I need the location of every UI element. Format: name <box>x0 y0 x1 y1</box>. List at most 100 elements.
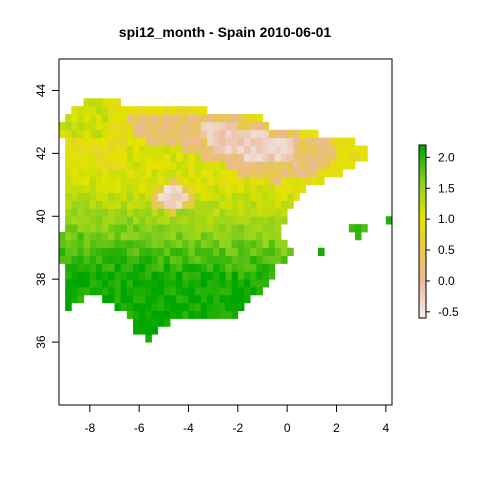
raster-cell <box>176 106 183 115</box>
raster-cell <box>139 279 146 288</box>
raster-cell <box>207 169 214 178</box>
raster-cell <box>293 169 300 178</box>
raster-cell <box>126 232 134 241</box>
raster-cell <box>237 184 245 194</box>
color-legend: -0.5 0.0 0.5 1.0 1.5 2.0 <box>418 144 459 319</box>
raster-cell <box>108 216 115 225</box>
raster-cell <box>194 137 202 146</box>
raster-cell <box>188 208 196 217</box>
raster-cell <box>96 184 103 194</box>
raster-cell <box>281 169 288 178</box>
legend-color-segment <box>419 312 426 316</box>
raster-cell <box>139 121 146 131</box>
raster-cell <box>256 169 263 178</box>
raster-cell <box>151 326 159 335</box>
raster-cell <box>102 224 109 233</box>
raster-cell <box>126 106 134 115</box>
raster-cell <box>102 145 109 154</box>
raster-cell <box>188 302 196 312</box>
raster-cell <box>65 302 72 312</box>
raster-cell <box>108 200 115 209</box>
raster-cell <box>102 255 109 264</box>
raster-cell <box>96 224 103 233</box>
raster-cell <box>126 153 134 162</box>
raster-cell <box>342 145 350 154</box>
raster-cell <box>237 153 245 162</box>
raster-cell <box>250 129 257 139</box>
raster-cell <box>139 326 146 335</box>
raster-cell <box>108 98 115 107</box>
raster-cell <box>348 153 356 162</box>
raster-cell <box>182 184 189 194</box>
raster-cell <box>170 161 177 170</box>
raster-cell <box>262 279 270 288</box>
raster-cell <box>231 279 239 288</box>
raster-cell <box>348 137 356 146</box>
raster-cell <box>139 294 146 304</box>
raster-cell <box>108 114 115 123</box>
raster-cell <box>108 169 115 178</box>
raster-cell <box>268 263 276 272</box>
raster-cell <box>163 271 171 280</box>
raster-cell <box>336 153 344 162</box>
raster-cell <box>188 279 196 288</box>
raster-cell <box>108 232 115 241</box>
raster-cell <box>108 224 115 233</box>
legend-color-segment <box>419 260 426 264</box>
raster-cell <box>244 263 251 272</box>
raster-cell <box>244 216 251 225</box>
raster-cell <box>237 216 245 225</box>
raster-cell <box>250 192 257 201</box>
raster-cell <box>157 247 165 256</box>
raster-cell <box>207 216 214 225</box>
raster-cell <box>200 106 208 115</box>
raster-cell <box>145 287 152 296</box>
raster-cell <box>139 129 146 139</box>
raster-cell <box>219 137 226 146</box>
legend-tick-label: 0.0 <box>438 274 455 288</box>
raster-cell <box>126 279 134 288</box>
raster-cell <box>71 216 78 225</box>
raster-cell <box>163 318 171 327</box>
raster-cell <box>170 200 177 209</box>
raster-cell <box>108 176 115 186</box>
raster-cell <box>83 137 91 146</box>
raster-cell <box>114 216 122 225</box>
raster-cell <box>281 208 288 217</box>
y-tick-label: 40 <box>34 209 48 223</box>
raster-cell <box>133 279 140 288</box>
raster-cell <box>250 176 257 186</box>
raster-cell <box>71 224 78 233</box>
raster-cell <box>157 294 165 304</box>
raster-cell <box>139 247 146 256</box>
raster-cell <box>126 216 134 225</box>
raster-cell <box>268 145 276 154</box>
raster-cell <box>299 145 307 154</box>
raster-cell <box>194 208 202 217</box>
raster-cell <box>126 137 134 146</box>
raster-cell <box>194 239 202 249</box>
raster-cell <box>256 224 263 233</box>
raster-cell <box>114 302 122 312</box>
raster-cell <box>274 192 282 201</box>
raster-cell <box>139 200 146 209</box>
raster-cell <box>194 106 202 115</box>
raster-cell <box>225 161 233 170</box>
raster-cell <box>176 153 183 162</box>
x-tick-label: 0 <box>284 421 291 435</box>
raster-cell <box>237 161 245 170</box>
raster-cell <box>120 153 128 162</box>
raster-cell <box>114 200 122 209</box>
raster-cell <box>250 255 257 264</box>
raster-cell <box>305 153 313 162</box>
raster-cell <box>200 192 208 201</box>
raster-cell <box>126 271 134 280</box>
raster-cell <box>89 145 97 154</box>
raster-cell <box>151 161 159 170</box>
raster-cell <box>194 247 202 256</box>
raster-cell <box>256 287 263 296</box>
raster-cell <box>157 302 165 312</box>
raster-cell <box>170 184 177 194</box>
raster-cell <box>219 302 226 312</box>
legend-color-segment <box>419 176 426 181</box>
